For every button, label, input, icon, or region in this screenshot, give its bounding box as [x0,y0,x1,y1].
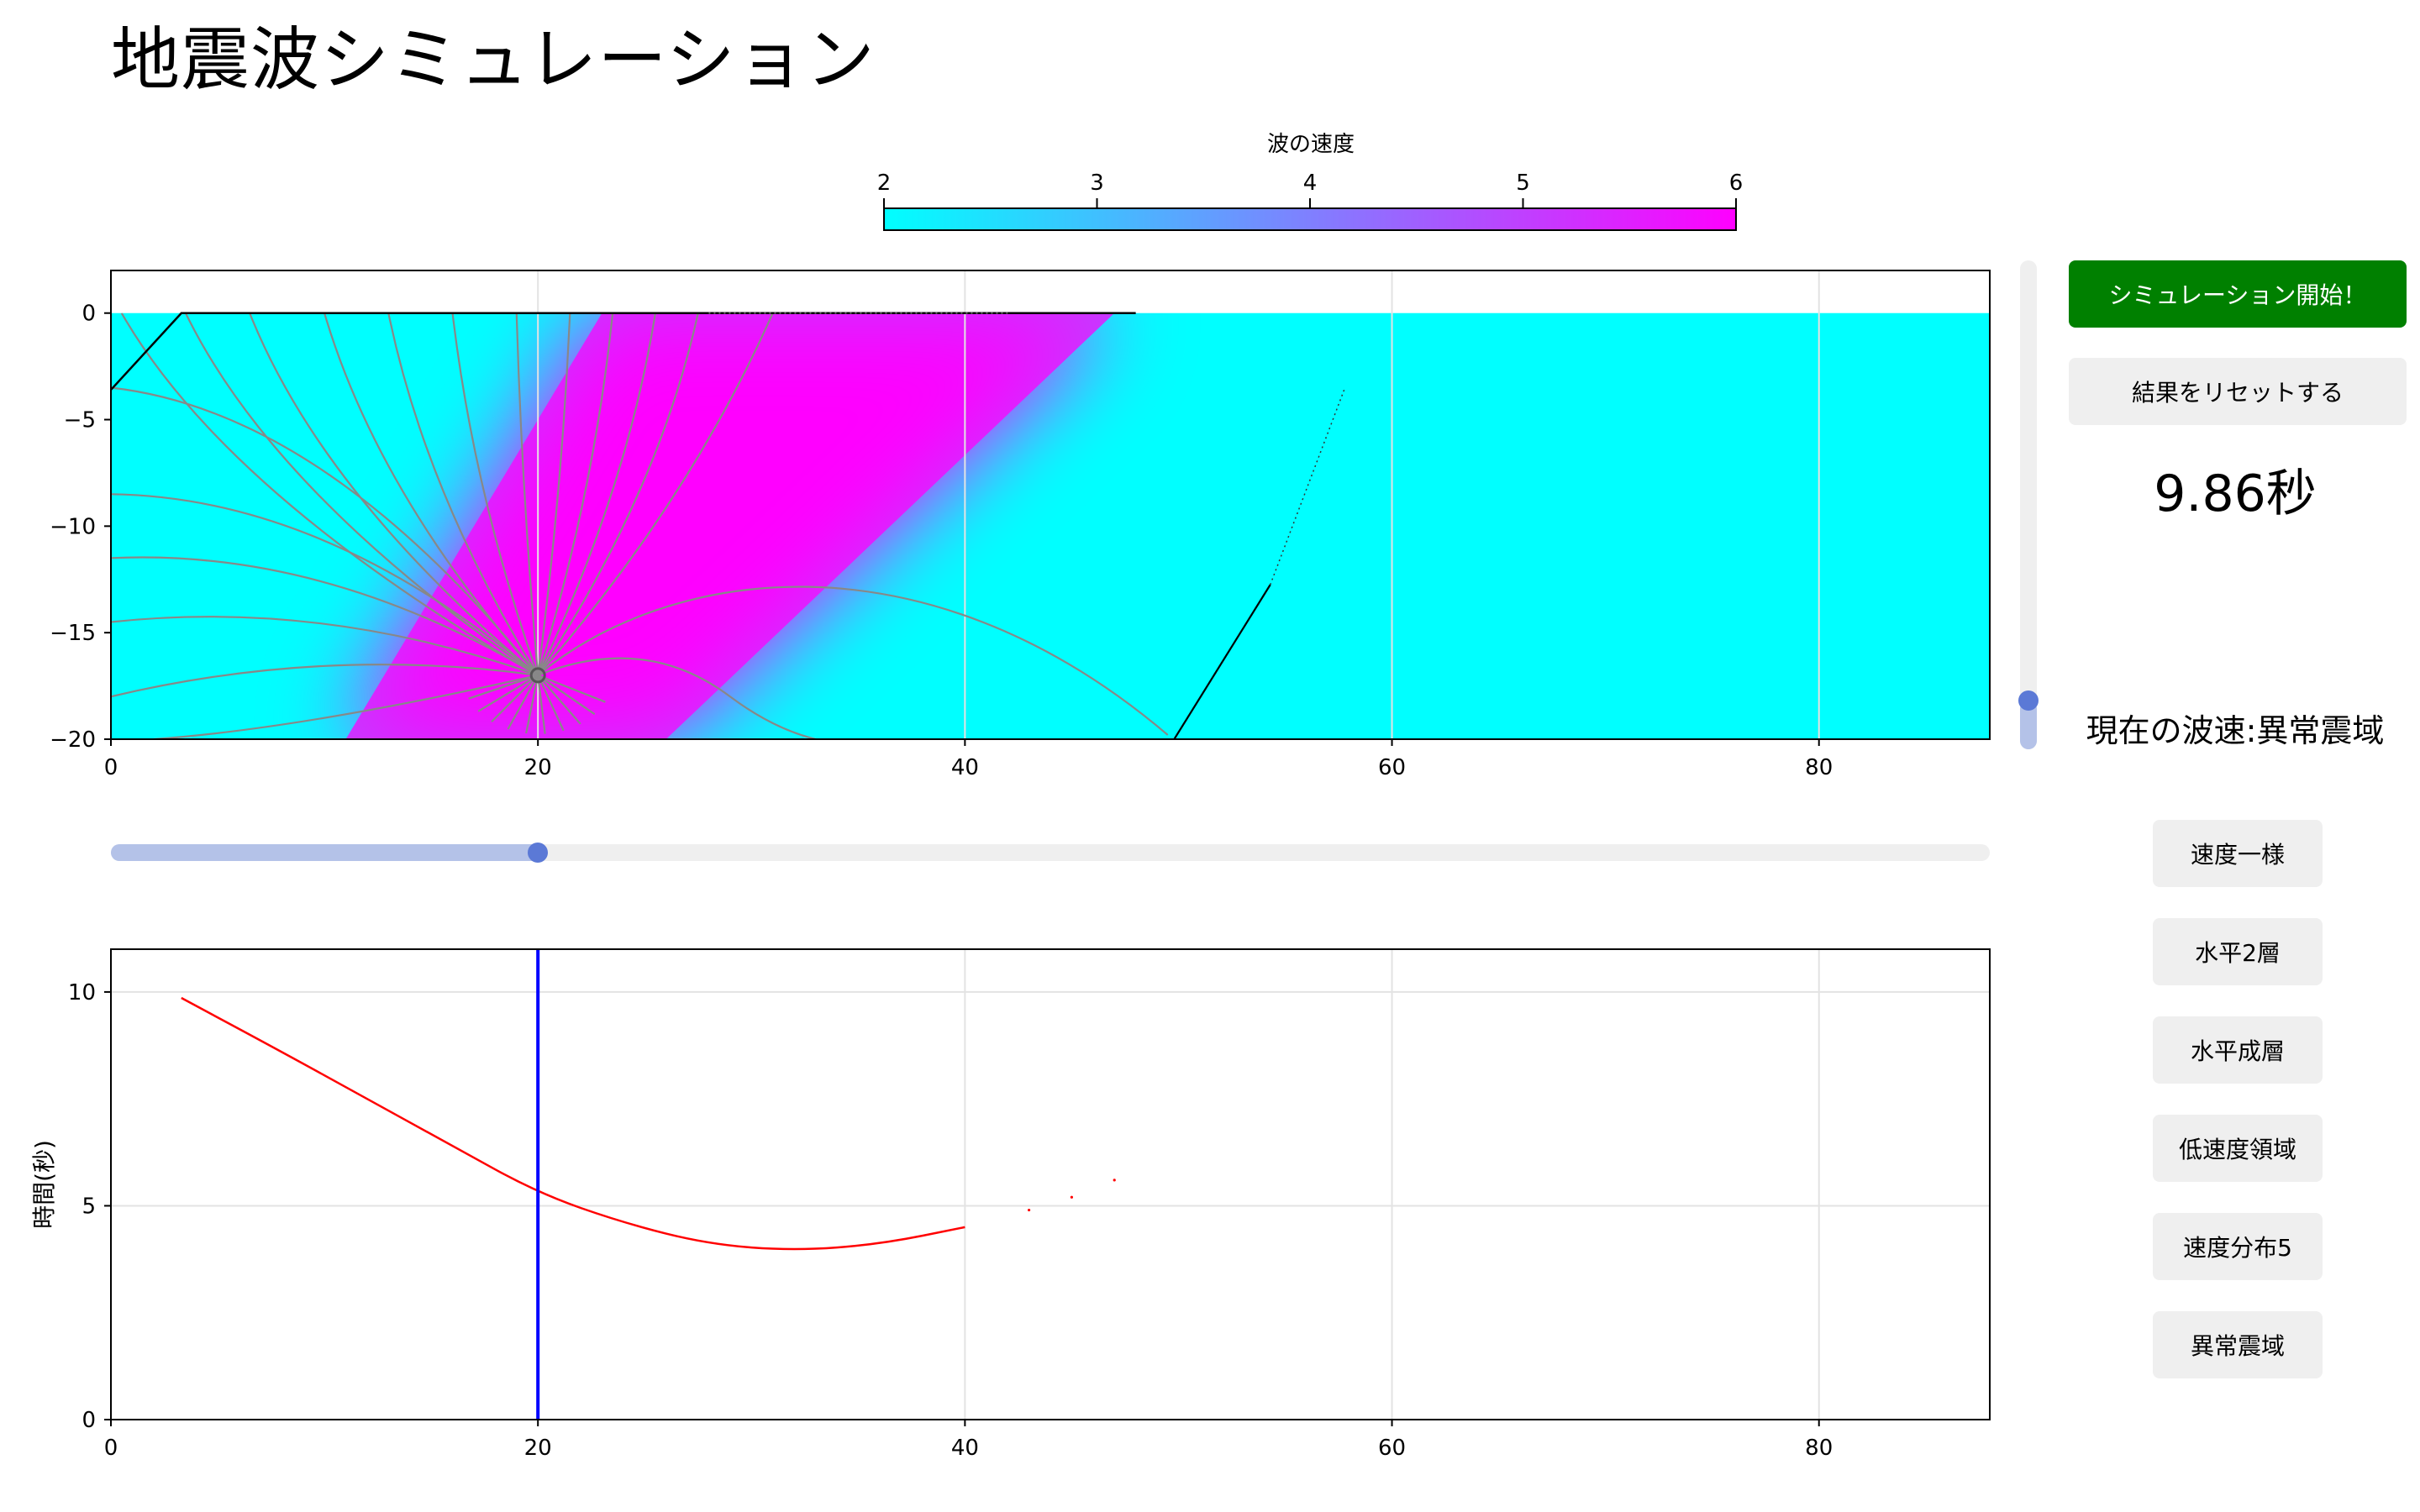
reset-results-button[interactable]: 結果をリセットする [2069,358,2407,425]
preset-uniform-button[interactable]: 速度一様 [2153,820,2323,887]
ray-path [111,493,539,676]
start-simulation-button[interactable]: シミュレーション開始！ [2069,260,2407,328]
x-tick-label: 80 [1805,755,1833,780]
colorbar-tick-label: 4 [1303,171,1318,196]
plot-frame [110,948,1991,1420]
x-tick-label: 20 [524,1436,552,1461]
y-tick-label: −5 [64,408,96,433]
ray-path [153,674,539,740]
ray-path [477,674,539,712]
colorbar-label: 波の速度 [1267,132,1355,157]
y-tick-label: 0 [82,1408,96,1433]
preset-anomaly-button[interactable]: 異常震域 [2153,1311,2323,1378]
colorbar-tick-label: 5 [1516,171,1530,196]
ray-path [537,674,606,703]
preset-distribution5-button[interactable]: 速度分布5 [2153,1213,2323,1280]
colorbar-tick-label: 2 [877,171,892,196]
ray-path [537,312,774,676]
travel-time-point [1113,1179,1116,1182]
velocity-colorbar: 波の速度 2 3 4 5 6 [877,132,1744,231]
ray-path [111,664,539,698]
y-tick-label: −20 [50,727,96,753]
ray-path [537,675,596,716]
ray-path [120,312,539,676]
plot-frame [110,270,1991,740]
x-tick-label: 0 [104,755,118,780]
ray-path [468,674,539,700]
ray-path [537,312,571,676]
ray-path [537,312,614,676]
source-position-slider[interactable] [111,843,1990,863]
ray-path [537,657,902,740]
ray-path [537,312,657,676]
x-tick-label: 40 [951,1436,979,1461]
ray-path [184,312,539,676]
travel-time-chart: 0 5 10 0 20 40 60 80 時間(秒) [30,948,1991,1461]
ray-path [537,312,699,676]
preset-stratified-button[interactable]: 水平成層 [2153,1016,2323,1084]
travel-time-point [1027,1208,1031,1212]
ray-paths [111,312,1169,740]
colorbar-gradient [883,207,1737,231]
ray-path [111,386,539,676]
ray-path [525,675,539,734]
y-tick-label: 5 [82,1194,96,1219]
ray-path [451,312,539,676]
ray-path [387,312,539,676]
preset-two-layer-button[interactable]: 水平2層 [2153,918,2323,985]
elapsed-time-readout: 9.86秒 [2154,465,2317,523]
colorbar-tick-label: 3 [1090,171,1104,196]
current-velocity-status: 現在の波速:異常震域 [2086,712,2385,749]
depth-slider-thumb[interactable] [2018,690,2039,711]
ray-path [537,675,581,725]
ray-path [491,675,539,722]
y-axis-label: 時間(秒) [30,1140,58,1229]
wavefront-segment [1173,584,1271,740]
source-slider-thumb[interactable] [528,843,549,863]
travel-time-point [1070,1195,1074,1199]
ray-path [111,556,539,676]
ray-path [507,675,539,730]
ray-path [249,312,539,676]
y-tick-label: −15 [50,621,96,646]
page-title: 地震波シミュレーション [111,20,876,100]
x-tick-label: 0 [104,1436,118,1461]
y-tick-label: −10 [50,514,96,539]
x-tick-label: 60 [1378,1436,1406,1461]
wavefront-line [110,312,1136,391]
x-tick-label: 60 [1378,755,1406,780]
ray-path [537,675,565,732]
colorbar-tick-label: 6 [1729,171,1744,196]
ray-path [515,312,539,676]
velocity-field-chart[interactable]: 0 −5 −10 −15 −20 0 20 40 60 80 [0,252,2017,798]
y-tick-label: 10 [68,980,96,1005]
ray-path [537,675,546,734]
x-tick-label: 80 [1805,1436,1833,1461]
travel-time-curve [181,996,965,1251]
x-tick-label: 40 [951,755,979,780]
ray-path [537,585,1169,736]
source-slider-fill [111,844,547,861]
ray-path [111,616,539,676]
y-tick-label: 0 [82,302,96,327]
x-tick-label: 20 [524,755,552,780]
depth-slider-fill [2020,700,2037,749]
source-marker [529,667,546,684]
preset-low-velocity-button[interactable]: 低速度領域 [2153,1115,2323,1182]
depth-slider[interactable] [2018,260,2039,749]
